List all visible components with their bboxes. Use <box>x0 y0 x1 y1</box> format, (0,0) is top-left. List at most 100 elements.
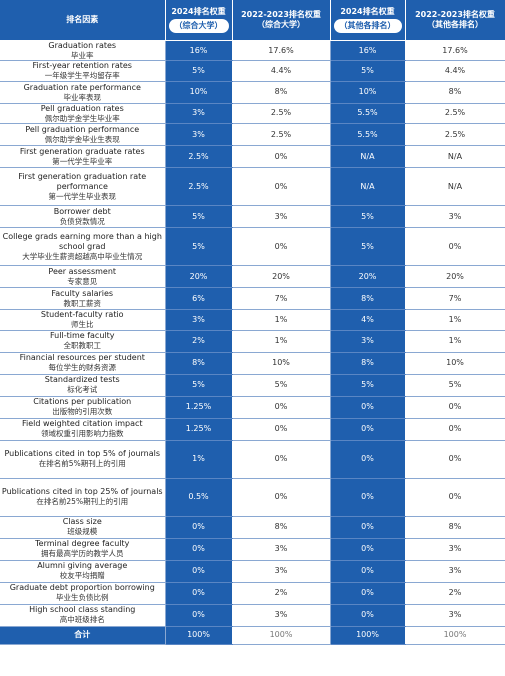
weight-2024-other: N/A <box>330 145 406 169</box>
table-row: First-year retention rates 一年级学生平均留存率 5% 4.… <box>0 60 505 82</box>
weight-2024-other: 4% <box>330 309 406 331</box>
weight-2024-national: 3% <box>165 309 233 331</box>
factor-cell: Student-faculty ratio 师生比 <box>0 309 166 331</box>
weight-2022-national: 0% <box>232 418 331 441</box>
table-row: Field weighted citation impact 领域权重引用影响力指… <box>0 418 505 441</box>
total-2022-national: 100% <box>232 626 331 645</box>
weight-2022-other: 7% <box>405 287 505 311</box>
weight-2022-national: 1% <box>232 309 331 331</box>
weight-2022-national: 3% <box>232 604 331 627</box>
factor-cell: Standardized tests 标化考试 <box>0 374 166 397</box>
table-row: Pell graduation performance 佩尔助学金毕业生表现 3% 2… <box>0 123 505 147</box>
weight-2024-other: 0% <box>330 538 406 561</box>
factor-en: First generation graduate rates <box>19 146 145 156</box>
weight-2024-national: 0% <box>165 582 233 605</box>
factor-en: Field weighted citation impact <box>21 419 143 429</box>
factor-en: Terminal degree faculty <box>35 539 130 549</box>
factor-en: First generation graduation rate perform… <box>18 171 147 191</box>
factor-cell: Financial resources per student 每位学生的财务资源 <box>0 352 166 375</box>
weight-2022-national: 0% <box>232 167 331 207</box>
weight-2022-national: 0% <box>232 145 331 169</box>
weight-2024-other: 5% <box>330 60 406 82</box>
total-2022-other: 100% <box>405 626 505 645</box>
weight-2022-national: 8% <box>232 516 331 539</box>
weight-2022-national: 0% <box>232 440 331 479</box>
factor-cell: High school class standing 高中班级排名 <box>0 604 166 627</box>
weight-2022-other: 17.6% <box>405 40 505 62</box>
weight-2024-national: 0% <box>165 538 233 561</box>
weight-2024-national: 1.25% <box>165 396 233 419</box>
weight-2022-national: 10% <box>232 352 331 375</box>
total-label: 合计 <box>0 626 166 645</box>
factor-cell: Field weighted citation impact 领域权重引用影响力指… <box>0 418 166 441</box>
factor-cn: 佩尔助学金学生毕业率 <box>44 113 120 123</box>
table-row: First generation graduate rates 第一代学生毕业率 2… <box>0 145 505 169</box>
weight-2024-national: 0% <box>165 604 233 627</box>
factor-cell: Borrower debt 负债贷款情况 <box>0 205 166 229</box>
table-row: First generation graduation rate perform… <box>0 167 505 207</box>
weight-2022-other: 2% <box>405 582 505 605</box>
factor-cn: 领域权重引用影响力指数 <box>41 429 124 439</box>
weight-2022-other: 0% <box>405 478 505 517</box>
weight-2024-other: 5% <box>330 227 406 267</box>
table-row: Terminal degree faculty 拥有最高学历的教学人员 0% 3% 0%… <box>0 538 505 561</box>
weight-2022-national: 5% <box>232 374 331 397</box>
weight-2022-national: 4.4% <box>232 60 331 82</box>
weight-2024-national: 20% <box>165 265 233 289</box>
weight-2022-other: 10% <box>405 352 505 375</box>
table-row: Citations per publication 出版物的引用次数 1.25% 0%… <box>0 396 505 419</box>
weight-2022-other: 2.5% <box>405 123 505 147</box>
weight-2024-other: 0% <box>330 396 406 419</box>
weight-2024-other: 0% <box>330 516 406 539</box>
factor-en: Alumni giving average <box>37 561 128 571</box>
factor-cn: 师生比 <box>71 320 94 330</box>
weight-2024-other: 0% <box>330 418 406 441</box>
factor-en: High school class standing <box>29 605 136 615</box>
factor-en: Standardized tests <box>44 375 120 385</box>
factor-cell: Terminal degree faculty 拥有最高学历的教学人员 <box>0 538 166 561</box>
weight-2022-national: 3% <box>232 538 331 561</box>
weight-2022-other: 3% <box>405 538 505 561</box>
factor-en: Graduate debt proportion borrowing <box>9 583 155 593</box>
weight-2022-other: 8% <box>405 516 505 539</box>
weight-2022-national: 3% <box>232 560 331 583</box>
weight-2022-national: 0% <box>232 227 331 267</box>
factor-en: Financial resources per student <box>19 353 145 363</box>
factor-cn: 高中班级排名 <box>59 615 105 625</box>
factor-cell: Publications cited in top 25% of journal… <box>0 478 166 517</box>
factor-cell: Alumni giving average 校友平均捐赠 <box>0 560 166 583</box>
weight-2024-national: 5% <box>165 60 233 82</box>
ranking-weights-table: 排名因素 2024排名权重 （综合大学） 2022-2023排名权重 （综合大学… <box>0 0 505 645</box>
table-row: High school class standing 高中班级排名 0% 3% 0% 3% <box>0 604 505 627</box>
factor-cn: 一年级学生平均留存率 <box>44 71 120 81</box>
table-row: Graduation rates 毕业率 16% 17.6% 16% 17.6% <box>0 40 505 62</box>
factor-en: Publications cited in top 25% of journal… <box>1 487 163 497</box>
factor-cell: Pell graduation rates 佩尔助学金学生毕业率 <box>0 103 166 125</box>
factor-cell: First generation graduate rates 第一代学生毕业率 <box>0 145 166 169</box>
weight-2022-other: 2.5% <box>405 103 505 125</box>
table-body: Graduation rates 毕业率 16% 17.6% 16% 17.6% First… <box>0 40 505 645</box>
weight-2024-national: 5% <box>165 205 233 229</box>
table-row: College grads earning more than a high s… <box>0 227 505 267</box>
weight-2022-other: 3% <box>405 560 505 583</box>
factor-cell: Citations per publication 出版物的引用次数 <box>0 396 166 419</box>
weight-2024-national: 1.25% <box>165 418 233 441</box>
factor-en: Peer assessment <box>48 266 117 276</box>
weight-2024-other: 10% <box>330 81 406 104</box>
factor-cell: First-year retention rates 一年级学生平均留存率 <box>0 60 166 82</box>
weight-2024-other: 5% <box>330 205 406 229</box>
weight-2024-other: 5.5% <box>330 123 406 147</box>
weight-2022-other: 0% <box>405 418 505 441</box>
factor-cn: 佩尔助学金毕业生表现 <box>44 134 120 144</box>
weight-2024-national: 3% <box>165 123 233 147</box>
factor-cn: 在排名前5%期刊上的引用 <box>38 459 126 469</box>
factor-en: First-year retention rates <box>32 61 132 71</box>
table-row: Financial resources per student 每位学生的财务资源… <box>0 352 505 375</box>
table-row: Graduate debt proportion borrowing 毕业生负债比… <box>0 582 505 605</box>
header-factor: 排名因素 <box>0 0 166 41</box>
factor-cn: 全职教职工 <box>63 341 102 351</box>
weight-2024-national: 0.5% <box>165 478 233 517</box>
table-row: Class size 班级规模 0% 8% 0% 8% <box>0 516 505 539</box>
factor-cell: Class size 班级规模 <box>0 516 166 539</box>
factor-en: Class size <box>62 517 102 527</box>
